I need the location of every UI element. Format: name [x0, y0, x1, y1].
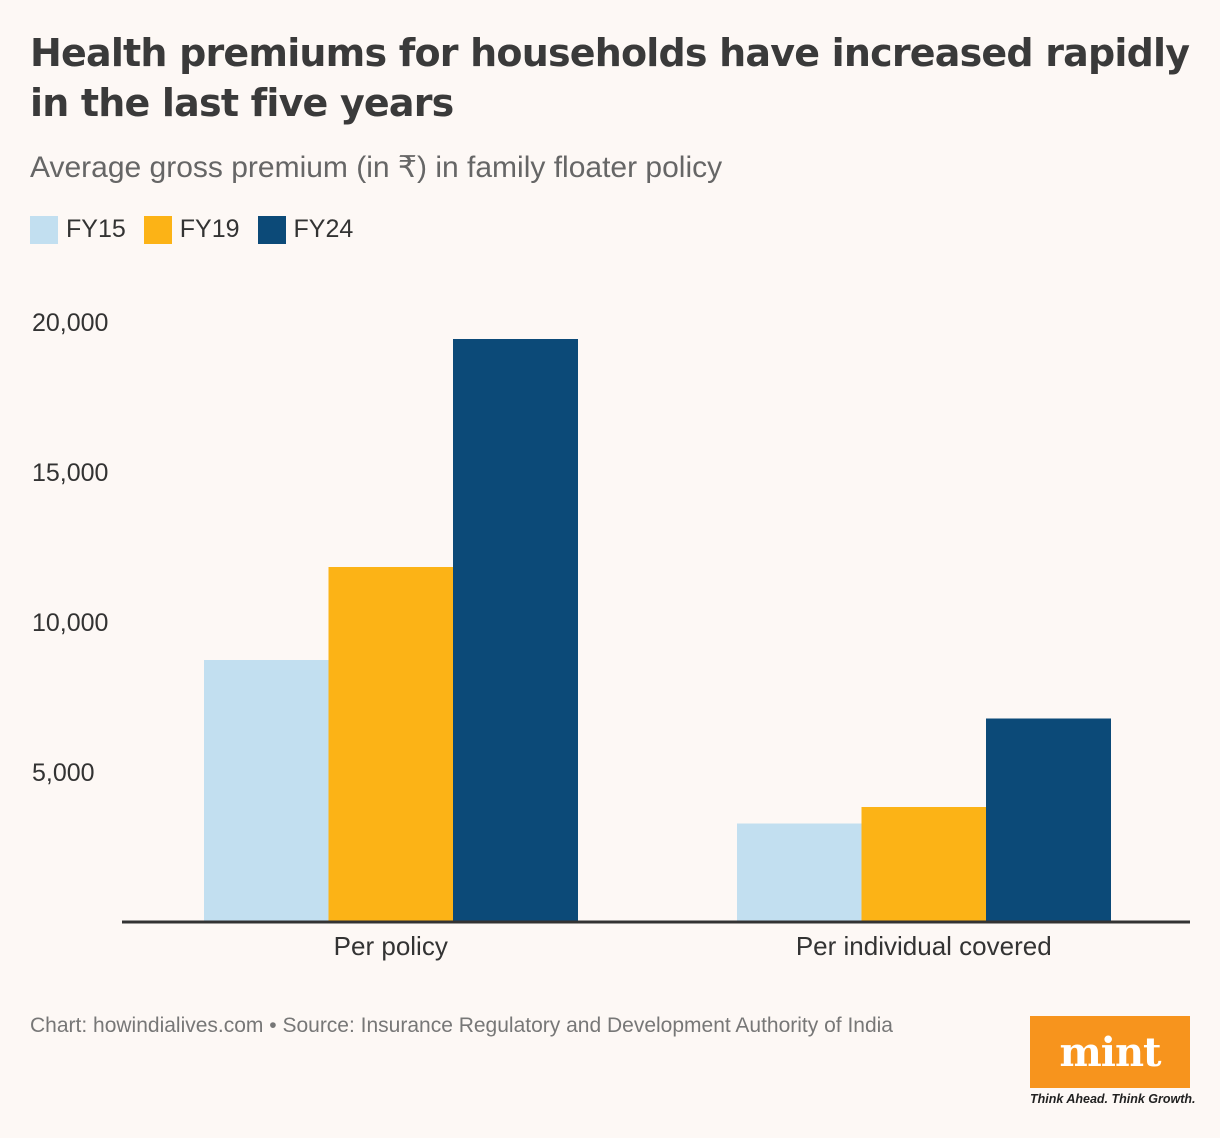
legend-item-fy19: FY19 [143, 215, 240, 244]
bar-per-policy-fy15 [204, 660, 329, 921]
x-category-label-per-individual-covered: Per individual covered [796, 931, 1052, 961]
mint-tagline: Think Ahead. Think Growth. [1030, 1092, 1196, 1106]
bar-per-policy-fy19 [328, 567, 454, 921]
y-tick-label-20000: 20,000 [32, 309, 108, 337]
legend-swatch-fy19 [143, 215, 172, 244]
legend-item-fy15: FY15 [30, 215, 126, 244]
bar-per-individual-covered-fy24 [986, 718, 1111, 921]
legend: FY15 FY19 FY24 [30, 215, 371, 244]
mint-logo-text: mint [1059, 1028, 1161, 1076]
legend-label-fy24: FY24 [293, 215, 354, 243]
mint-logo: mint [1030, 1016, 1190, 1088]
chart-subtitle: Average gross premium (in ₹) in family f… [30, 151, 723, 184]
y-tick-label-5000: 5,000 [32, 759, 95, 787]
legend-swatch-fy15 [30, 215, 58, 244]
y-tick-label-10000: 10,000 [32, 609, 108, 637]
y-tick-label-15000: 15,000 [32, 459, 108, 487]
x-category-label-per-policy: Per policy [334, 931, 448, 961]
bar-per-policy-fy24 [453, 339, 578, 921]
legend-label-fy15: FY15 [66, 215, 126, 243]
chart-title: Health premiums for households have incr… [30, 31, 1190, 125]
bar-per-individual-covered-fy15 [737, 823, 862, 921]
bar-per-individual-covered-fy19 [861, 807, 987, 921]
legend-label-fy19: FY19 [179, 215, 240, 243]
source-footer: Chart: howindialives.com • Source: Insur… [30, 1014, 893, 1037]
legend-swatch-fy24 [257, 215, 286, 244]
legend-item-fy24: FY24 [257, 215, 354, 244]
